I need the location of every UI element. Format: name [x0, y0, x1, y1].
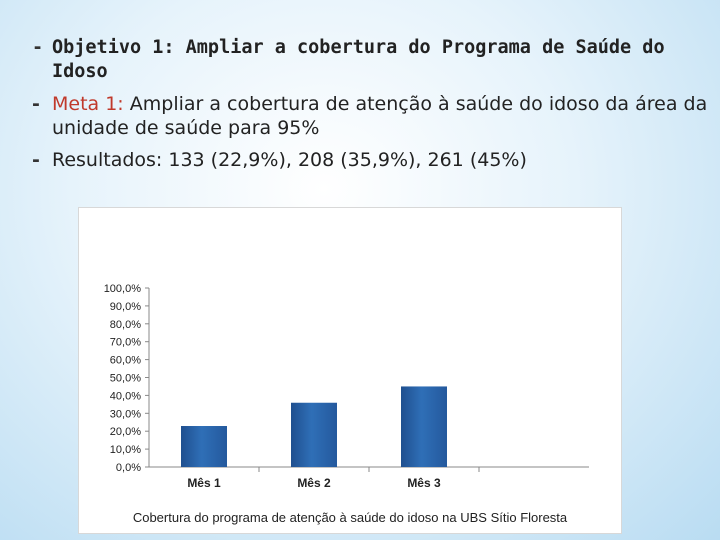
- x-category-label: Mês 2: [297, 476, 331, 490]
- y-tick-label: 30,0%: [110, 408, 141, 420]
- bar-chart: 0,0% 10,0% 20,0% 30,0% 40,0% 50,0% 60,0% 70,0% 8…: [104, 283, 589, 490]
- dash-icon: -: [32, 37, 44, 58]
- y-tick-label: 40,0%: [110, 390, 141, 402]
- y-tick-label: 0,0%: [116, 462, 141, 474]
- bullet-meta-text: Ampliar a cobertura de atenção à saúde d…: [52, 93, 708, 139]
- y-tick-label: 50,0%: [110, 373, 141, 385]
- bullet-objetivo: - Objetivo 1: Ampliar a cobertura do Pro…: [30, 36, 710, 84]
- chart-box: 0,0% 10,0% 20,0% 30,0% 40,0% 50,0% 60,0% 70,0% 8…: [78, 207, 622, 534]
- y-tick-label: 100,0%: [104, 283, 142, 295]
- bar: [181, 426, 227, 467]
- y-tick-label: 70,0%: [110, 337, 141, 349]
- bullet-resultados: - Resultados: 133 (22,9%), 208 (35,9%), …: [30, 148, 710, 172]
- y-tick-label: 80,0%: [110, 319, 141, 331]
- dash-icon: -: [32, 93, 40, 115]
- bullet-meta: - Meta 1: Ampliar a cobertura de atenção…: [30, 92, 710, 140]
- bullet-list: - Objetivo 1: Ampliar a cobertura do Pro…: [30, 36, 710, 180]
- y-tick-label: 90,0%: [110, 301, 141, 313]
- x-category-label: Mês 3: [407, 476, 441, 490]
- bullet-meta-label: Meta 1:: [52, 93, 124, 115]
- bar: [291, 402, 337, 467]
- bar: [401, 386, 447, 467]
- y-tick-label: 10,0%: [110, 444, 141, 456]
- dash-icon: -: [32, 149, 40, 171]
- chart-caption: Cobertura do programa de atenção à saúde…: [132, 510, 568, 525]
- y-tick-label: 20,0%: [110, 426, 141, 438]
- y-tick-label: 60,0%: [110, 355, 141, 367]
- bullet-objetivo-text: Objetivo 1: Ampliar a cobertura do Progr…: [52, 37, 665, 82]
- bullet-resultados-text: Resultados: 133 (22,9%), 208 (35,9%), 26…: [52, 149, 527, 171]
- x-category-label: Mês 1: [187, 476, 221, 490]
